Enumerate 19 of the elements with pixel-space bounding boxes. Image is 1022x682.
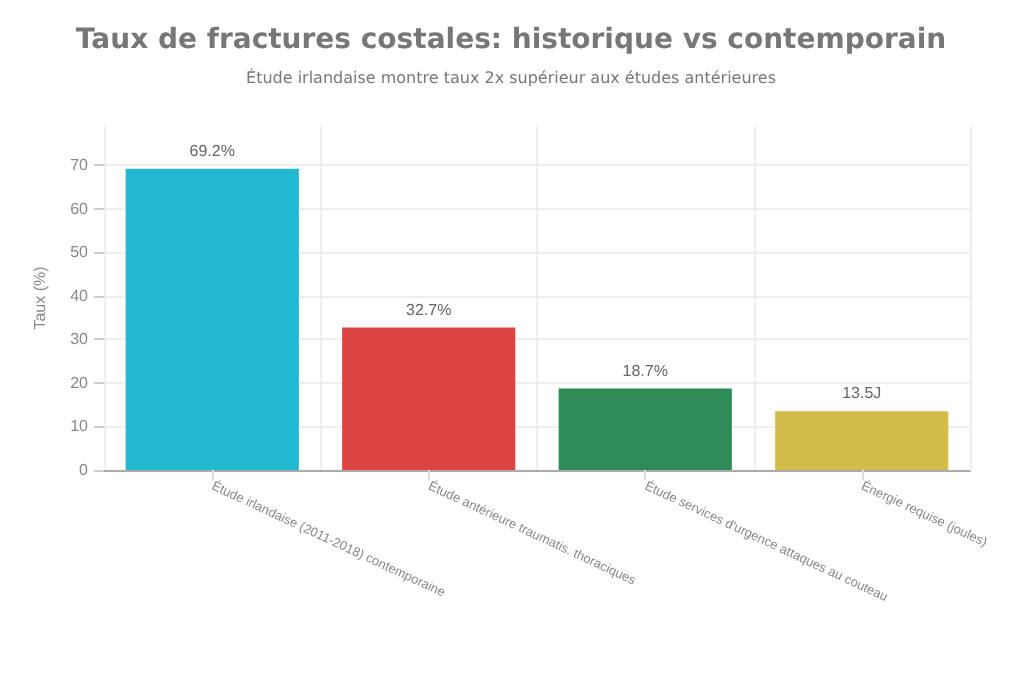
bar [125,168,299,470]
data-label: 32.7% [406,300,452,319]
bar [775,411,949,470]
chart-title: Taux de fractures costales: historique vs contemporain [75,24,947,56]
y-tick-label: 0 [79,461,90,479]
data-label: 69.2% [189,141,235,160]
chart-subtitle: Étude irlandaise montre taux 2x supérieur aux études antérieures [246,67,776,87]
bar [558,388,732,470]
data-label: 18.7% [622,361,668,380]
bar [342,327,516,470]
y-tick-label: 60 [70,199,90,218]
y-tick-label: 20 [70,373,90,392]
y-axis-title: Taux (%) [31,265,49,330]
y-tick-label: 40 [70,286,90,305]
y-tick-label: 10 [70,417,90,436]
y-tick-label: 50 [70,243,90,262]
data-label: 13.5J [842,384,882,403]
y-tick-label: 30 [70,330,90,349]
y-tick-label: 70 [70,156,90,175]
